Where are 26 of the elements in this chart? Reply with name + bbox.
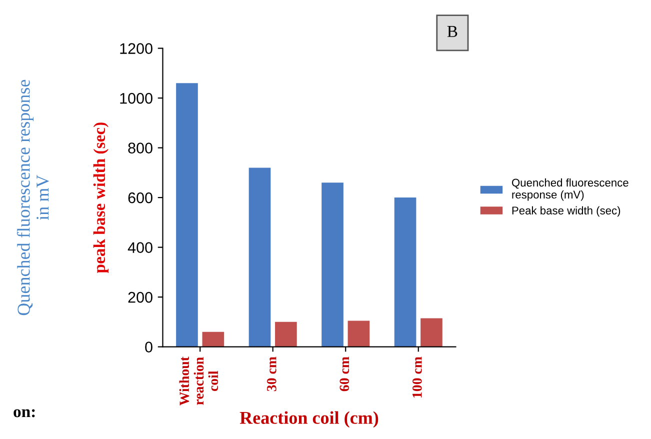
y-tick-label: 1200 xyxy=(120,43,152,54)
bar xyxy=(420,318,442,347)
y-tick-label: 800 xyxy=(128,142,152,154)
legend-label: Quenched fluorescence response (mV) xyxy=(512,178,628,201)
x-axis-title: Reaction coil (cm) xyxy=(240,411,378,428)
y-tick-label: 600 xyxy=(128,192,152,204)
bar xyxy=(348,320,370,347)
y-tick-label: 0 xyxy=(145,342,152,352)
bar xyxy=(394,198,416,347)
y-tick-label: 200 xyxy=(128,292,152,303)
x-tick-label: 60 cm xyxy=(340,356,350,392)
text: B xyxy=(447,26,458,37)
text: peak base width (sec) xyxy=(93,122,108,274)
bar xyxy=(322,182,344,347)
bar xyxy=(248,168,271,347)
bar xyxy=(275,322,297,347)
bar xyxy=(202,332,224,347)
y-tick-label: 1000 xyxy=(120,92,152,104)
x-tick-label: Without reaction coil xyxy=(179,356,218,406)
text: on: xyxy=(14,409,35,418)
x-tick-label: 100 cm xyxy=(412,356,422,398)
y-tick-label: 400 xyxy=(128,242,152,253)
y-axis-title: Quenched fluorescence response in mV xyxy=(16,80,49,316)
legend-label: Peak base width (sec) xyxy=(512,206,620,217)
x-tick-label: 30 cm xyxy=(266,356,276,392)
bar xyxy=(176,83,198,347)
